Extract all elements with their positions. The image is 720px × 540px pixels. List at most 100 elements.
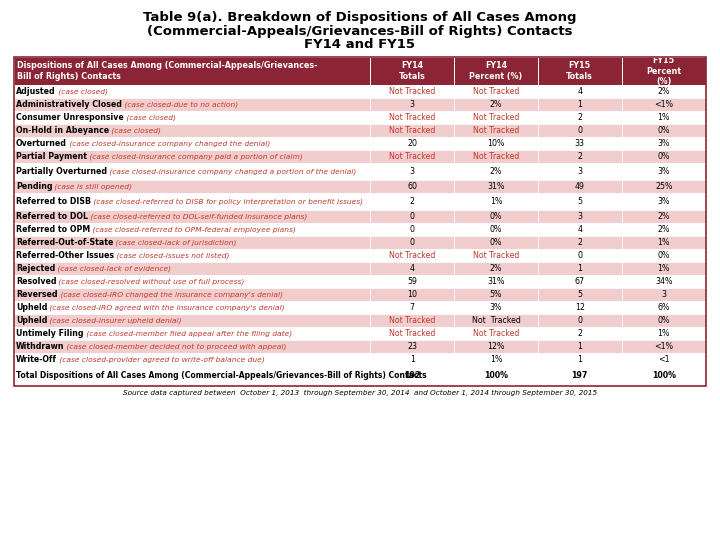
Bar (370, 314, 454, 327)
Text: 2%: 2% (490, 264, 502, 273)
Bar (14, 163, 370, 180)
Bar (538, 275, 621, 288)
Bar (621, 98, 706, 111)
Text: 3%: 3% (657, 197, 670, 206)
Text: (case closed-member filed appeal after the filing date): (case closed-member filed appeal after t… (84, 330, 292, 337)
Bar (370, 193, 454, 210)
Bar (454, 301, 538, 314)
Text: 2%: 2% (657, 212, 670, 221)
Text: 5: 5 (577, 290, 582, 299)
Bar (538, 223, 621, 236)
Text: (case closed-IRO agreed with the insurance company's denial): (case closed-IRO agreed with the insuran… (48, 304, 285, 311)
Bar (14, 98, 370, 111)
Bar (454, 366, 538, 386)
Text: (case closed-lack of evidence): (case closed-lack of evidence) (55, 265, 171, 272)
Text: Referred to OPM: Referred to OPM (16, 225, 90, 234)
Text: 23: 23 (408, 342, 418, 351)
Text: (case closed-member decided not to proceed with appeal): (case closed-member decided not to proce… (65, 343, 287, 350)
Text: Not Tracked: Not Tracked (473, 113, 519, 122)
Bar (621, 85, 706, 98)
Text: Not Tracked: Not Tracked (473, 126, 519, 135)
Text: 4: 4 (577, 225, 582, 234)
Text: (case closed-referred to DISB for policy interpretation or benefit issues): (case closed-referred to DISB for policy… (91, 198, 363, 205)
Bar (454, 340, 538, 353)
Text: 100%: 100% (652, 372, 676, 381)
Bar (538, 353, 621, 366)
Bar (370, 98, 454, 111)
Text: (case closed-referred to DOL-self-funded insurance plans): (case closed-referred to DOL-self-funded… (88, 213, 307, 220)
Text: (case closed-issues not listed): (case closed-issues not listed) (114, 252, 230, 259)
Bar (538, 314, 621, 327)
Text: 31%: 31% (487, 277, 505, 286)
Bar (538, 193, 621, 210)
Bar (14, 314, 370, 327)
Text: 4: 4 (410, 264, 415, 273)
Text: 2: 2 (577, 238, 582, 247)
Text: (case closed): (case closed) (109, 127, 161, 134)
Text: 1: 1 (577, 264, 582, 273)
Bar (621, 150, 706, 163)
Bar (538, 124, 621, 137)
Text: Not Tracked: Not Tracked (389, 329, 436, 338)
Text: 0%: 0% (490, 212, 502, 221)
Text: 197: 197 (572, 372, 588, 381)
Bar (370, 327, 454, 340)
Bar (538, 340, 621, 353)
Text: Not Tracked: Not Tracked (473, 87, 519, 96)
Text: 1%: 1% (490, 355, 502, 364)
Text: 0: 0 (410, 238, 415, 247)
Bar (14, 137, 370, 150)
Text: (case closed-insurance company changed the denial): (case closed-insurance company changed t… (67, 140, 270, 147)
Text: Not Tracked: Not Tracked (389, 251, 436, 260)
Text: <1%: <1% (654, 100, 673, 109)
Text: FY14
Totals: FY14 Totals (399, 62, 426, 80)
Text: 5%: 5% (490, 290, 502, 299)
Bar (370, 275, 454, 288)
Text: 7: 7 (410, 303, 415, 312)
Bar (454, 137, 538, 150)
Text: 10%: 10% (487, 139, 505, 148)
Text: (case closed): (case closed) (55, 88, 107, 94)
Text: Partially Overturned: Partially Overturned (16, 167, 107, 176)
Text: 3%: 3% (490, 303, 502, 312)
Text: 0%: 0% (657, 152, 670, 161)
Bar (621, 249, 706, 262)
Bar (14, 366, 370, 386)
Bar (14, 111, 370, 124)
Text: Referred-Other Issues: Referred-Other Issues (16, 251, 114, 260)
Text: 2: 2 (410, 197, 415, 206)
Text: 3: 3 (577, 212, 582, 221)
Bar (538, 180, 621, 193)
Bar (621, 236, 706, 249)
Text: <1: <1 (658, 355, 670, 364)
Bar (538, 98, 621, 111)
Bar (621, 180, 706, 193)
Bar (538, 236, 621, 249)
Text: 0%: 0% (490, 238, 502, 247)
Text: 12%: 12% (487, 342, 505, 351)
Bar (454, 85, 538, 98)
Text: 1: 1 (410, 355, 415, 364)
Text: 0: 0 (577, 126, 582, 135)
Bar (538, 366, 621, 386)
Text: (case closed-due to no action): (case closed-due to no action) (122, 101, 238, 108)
Bar (538, 111, 621, 124)
Bar (14, 262, 370, 275)
Text: 31%: 31% (487, 182, 505, 191)
Text: 3%: 3% (657, 167, 670, 176)
Text: Consumer Unresponsive: Consumer Unresponsive (16, 113, 124, 122)
Bar (14, 210, 370, 223)
Text: 0%: 0% (657, 316, 670, 325)
Bar (14, 327, 370, 340)
Text: 0%: 0% (657, 126, 670, 135)
Text: 3%: 3% (657, 139, 670, 148)
Text: 0: 0 (410, 225, 415, 234)
Text: (case closed-insurer upheld denial): (case closed-insurer upheld denial) (48, 317, 182, 324)
Bar (14, 180, 370, 193)
Bar (538, 85, 621, 98)
Text: 0: 0 (410, 212, 415, 221)
Text: 1%: 1% (657, 238, 670, 247)
Text: Untimely Filing: Untimely Filing (16, 329, 84, 338)
Text: Not Tracked: Not Tracked (389, 113, 436, 122)
Bar (621, 327, 706, 340)
